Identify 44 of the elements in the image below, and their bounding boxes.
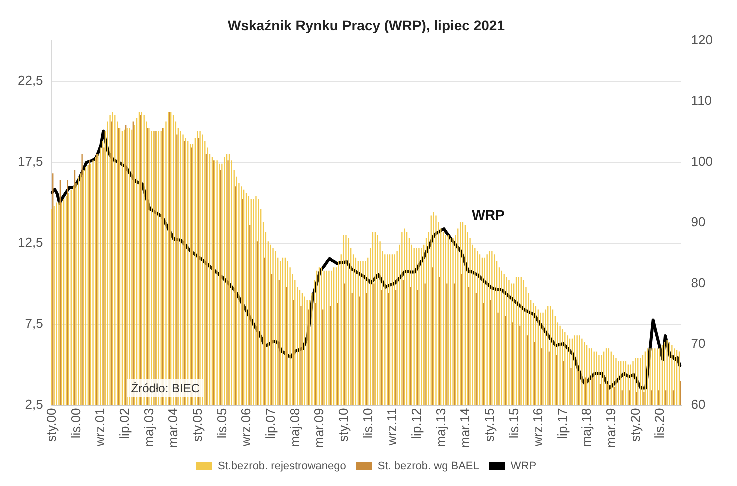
x-tick-label: lip.12 (408, 408, 424, 440)
x-tick-label: lip.07 (263, 408, 278, 440)
y-tick-label: 17,5 (18, 154, 44, 169)
x-tick-label: maj.18 (579, 408, 594, 448)
x-tick-label: lip.02 (117, 408, 132, 440)
legend-label: St.bezrob. rejestrowanego (218, 460, 346, 473)
y2-tick-label: 90 (691, 214, 706, 230)
x-tick-label: wrz.11 (384, 408, 400, 447)
x-tick-label: lip.17 (554, 408, 570, 440)
y2-tick-label: 60 (691, 396, 706, 412)
y-tick-label: 22,5 (18, 72, 44, 88)
x-tick-label: wrz.16 (530, 408, 546, 448)
x-tick-label: lis.10 (360, 408, 376, 439)
x-tick-label: sty.05 (190, 408, 206, 442)
x-tick-label: maj.13 (433, 408, 448, 448)
x-tick-label: lis.20 (652, 408, 668, 439)
legend-label: St. bezrob. wg BAEL (378, 460, 480, 473)
y-tick-label: 7,5 (25, 316, 44, 331)
x-tick-label: sty.15 (482, 408, 497, 442)
annotation: WRP (472, 206, 505, 223)
y2-tick-label: 120 (691, 32, 714, 48)
x-tick-label: sty.10 (336, 408, 351, 442)
x-tick-label: sty.00 (44, 408, 60, 442)
x-tick-label: lis.00 (68, 408, 84, 439)
x-tick-label: mar.14 (458, 408, 473, 448)
y-tick-label: 2,5 (25, 396, 44, 412)
x-tick-label: lis.05 (214, 408, 230, 439)
y-tick-label: 12,5 (18, 234, 44, 250)
x-tick-label: mar.09 (312, 408, 327, 448)
y2-tick-label: 70 (691, 336, 706, 352)
chart-title: Wskaźnik Rynku Pracy (WRP), lipiec 2021 (228, 17, 506, 34)
x-tick-label: wrz.01 (92, 408, 108, 448)
y2-tick-label: 80 (691, 275, 706, 290)
y2-tick-label: 110 (691, 93, 712, 108)
legend-label: WRP (510, 460, 537, 473)
x-tick-label: maj.03 (141, 408, 156, 448)
x-tick-label: wrz.06 (238, 408, 254, 448)
x-tick-label: sty.20 (628, 408, 643, 442)
y2-tick-label: 100 (691, 154, 714, 169)
x-tick-label: maj.08 (287, 408, 302, 448)
annotation: Źródło: BIEC (131, 382, 200, 396)
x-tick-label: mar.19 (604, 408, 619, 448)
x-tick-label: mar.04 (166, 408, 181, 448)
x-tick-label: lis.15 (506, 408, 522, 439)
